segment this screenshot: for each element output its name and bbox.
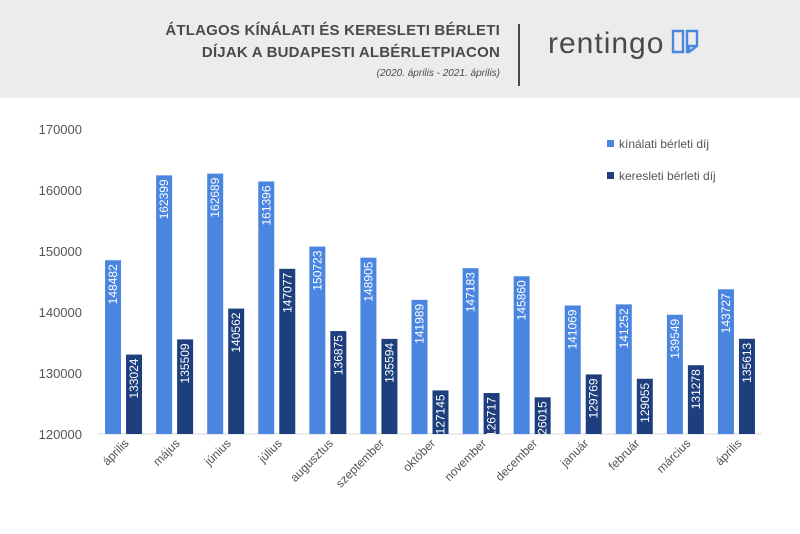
bar-offer	[105, 260, 122, 434]
x-tick-label: május	[150, 436, 183, 469]
x-tick-label: április	[713, 436, 745, 468]
data-label: 133024	[127, 358, 141, 398]
book-icon	[670, 26, 700, 61]
chart-area: 120000 130000 140000 150000 160000 170000 1484…	[0, 98, 800, 529]
data-label: 131278	[689, 369, 703, 409]
x-tick-label: március	[654, 436, 694, 476]
chart-title: ÁTLAGOS KÍNÁLATI ÉS KERESLETI BÉRLETI DÍ…	[165, 20, 500, 64]
data-label: 135594	[382, 343, 396, 383]
data-label: 147183	[464, 272, 478, 312]
y-tick-label: 170000	[39, 122, 82, 137]
bar-demand	[279, 268, 296, 434]
bar-demand	[330, 331, 347, 434]
bar-demand	[126, 354, 143, 434]
x-tick-label: december	[493, 436, 541, 484]
bar-offer	[666, 314, 683, 434]
header-banner: ÁTLAGOS KÍNÁLATI ÉS KERESLETI BÉRLETI DÍ…	[0, 0, 800, 98]
bar-demand	[381, 338, 398, 434]
bar-offer	[411, 299, 428, 434]
y-tick-label: 160000	[39, 183, 82, 198]
bar-offer	[513, 276, 530, 434]
bar-demand	[738, 338, 755, 434]
title-line-2: DÍJAK A BUDAPESTI ALBÉRLETPIACON	[201, 44, 500, 61]
bar-offer	[258, 181, 275, 434]
legend-label: keresleti bérleti díj	[619, 169, 716, 183]
bar-offer	[564, 305, 581, 434]
data-label: 136875	[331, 335, 345, 375]
data-label: 147077	[280, 273, 294, 313]
bar-chart: 120000 130000 140000 150000 160000 170000 1484…	[39, 122, 762, 490]
data-label: 140562	[229, 312, 243, 352]
bar-offer	[462, 268, 479, 434]
data-label: 141069	[566, 309, 580, 349]
y-tick-label: 120000	[39, 427, 82, 442]
data-label: 135509	[178, 343, 192, 383]
data-label: 135613	[740, 342, 754, 382]
x-tick-label: június	[201, 436, 234, 469]
bar-demand	[483, 393, 500, 434]
data-label: 148905	[361, 261, 375, 301]
data-label: 148482	[106, 264, 120, 304]
data-label: 161396	[259, 185, 273, 225]
bar-demand	[687, 365, 704, 434]
data-label: 127145	[434, 394, 448, 434]
legend-swatch	[607, 172, 614, 179]
chart-subtitle: (2020. április - 2021. április)	[376, 68, 500, 79]
x-tick-label: április	[100, 436, 132, 468]
data-label: 141252	[617, 308, 631, 348]
x-tick-label: szeptember	[333, 436, 387, 490]
data-label: 129769	[587, 378, 601, 418]
data-label: 150723	[310, 250, 324, 290]
bar-offer	[615, 304, 632, 434]
bar-offer	[309, 246, 326, 434]
bar-offer	[360, 257, 377, 434]
bar-demand	[534, 397, 551, 434]
bar-demand	[432, 390, 449, 434]
bar-offer	[156, 175, 173, 434]
rentingo-logo: rentingo	[548, 26, 700, 61]
legend-label: kínálati bérleti díj	[619, 137, 709, 151]
bar-demand	[177, 339, 194, 434]
x-tick-label: július	[255, 436, 285, 466]
x-tick-label: november	[442, 436, 490, 484]
bar-offer	[207, 173, 224, 434]
data-label: 143727	[719, 293, 733, 333]
data-label: 129055	[638, 382, 652, 422]
data-label: 126717	[485, 397, 499, 437]
x-tick-label: augusztus	[287, 436, 336, 485]
y-tick-label: 130000	[39, 366, 82, 381]
legend-swatch	[607, 140, 614, 147]
title-line-1: ÁTLAGOS KÍNÁLATI ÉS KERESLETI BÉRLETI	[165, 22, 500, 39]
data-label: 139549	[668, 318, 682, 358]
x-tick-label: február	[606, 436, 643, 473]
bar-demand	[585, 374, 602, 434]
bar-demand	[228, 308, 245, 434]
data-label: 141989	[413, 304, 427, 344]
bar-demand	[636, 378, 653, 434]
data-label: 162689	[208, 177, 222, 217]
header-divider	[518, 24, 520, 86]
bar-offer	[717, 289, 734, 434]
y-tick-label: 140000	[39, 305, 82, 320]
x-tick-label: október	[400, 436, 438, 474]
logo-text: rentingo	[548, 26, 665, 60]
data-label: 126015	[536, 401, 550, 441]
data-label: 162399	[157, 179, 171, 219]
y-tick-label: 150000	[39, 244, 82, 259]
data-label: 145860	[515, 280, 529, 320]
x-tick-label: január	[557, 436, 591, 470]
